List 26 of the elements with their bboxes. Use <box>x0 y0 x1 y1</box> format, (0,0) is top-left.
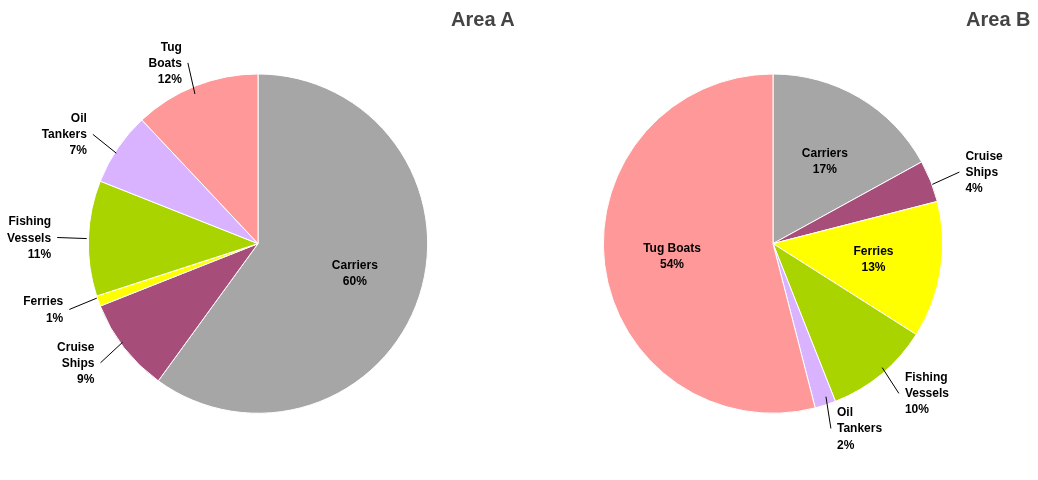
slice-label: Ferries <box>23 294 64 309</box>
data-label: 54% <box>660 256 685 271</box>
data-label: 10% <box>904 402 930 417</box>
data-label: 12% <box>157 71 183 86</box>
data-label: 11% <box>27 246 52 261</box>
data-label: 13% <box>861 259 886 274</box>
slice-label: Carriers <box>331 258 379 273</box>
slice-label: Tug Boats <box>643 240 702 255</box>
slice-label: Oil Tankers <box>836 405 883 436</box>
text: Area A <box>451 7 515 30</box>
data-label: 17% <box>812 162 838 177</box>
chart-title: Area B <box>966 7 1031 30</box>
data-label: 9% <box>77 371 95 386</box>
data-label: 2% <box>836 437 855 452</box>
slice-label: Oil Tankers <box>41 111 88 142</box>
slice-label: Carriers <box>801 146 849 161</box>
slice-label: Ferries <box>853 243 894 258</box>
slice-label: Fishing Vessels <box>904 370 950 401</box>
slice-label: Cruise Ships <box>57 339 95 370</box>
slice-label: Cruise Ships <box>965 148 1004 180</box>
data-label: 60% <box>342 274 368 289</box>
slice-label: Tug Boats <box>148 39 183 70</box>
data-label: 1% <box>45 310 64 325</box>
slice-label: Fishing Vessels <box>7 214 52 245</box>
data-label: 4% <box>965 181 984 196</box>
data-label: 7% <box>69 143 88 158</box>
